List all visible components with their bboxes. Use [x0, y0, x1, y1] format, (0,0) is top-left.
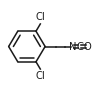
Text: Cl: Cl [35, 71, 45, 81]
Text: N: N [69, 41, 76, 52]
Text: Cl: Cl [35, 12, 45, 22]
Text: O: O [83, 41, 91, 52]
Text: C: C [76, 41, 83, 52]
